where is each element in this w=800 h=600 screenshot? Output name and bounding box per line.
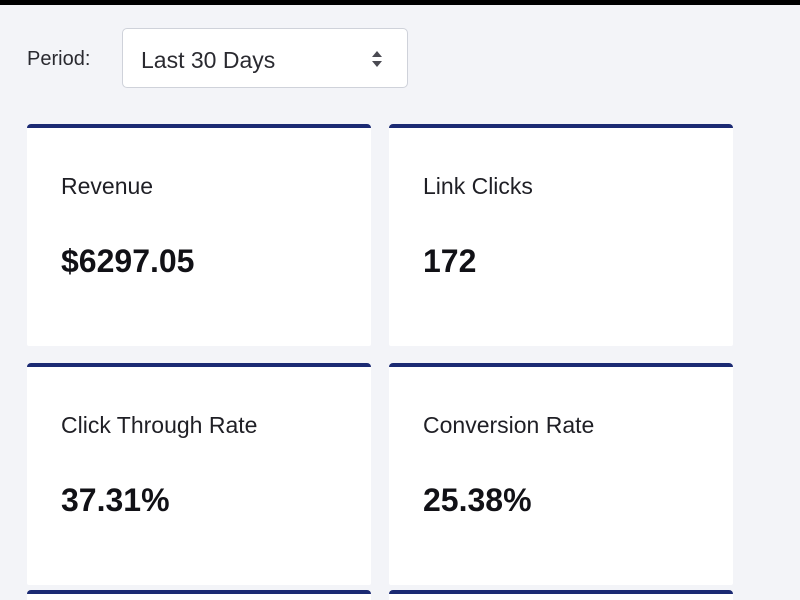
period-select-value: Last 30 Days (141, 47, 276, 73)
stat-card-value: $6297.05 (61, 243, 195, 279)
stat-card-label: Click Through Rate (61, 412, 258, 438)
top-edge-bar (0, 0, 800, 5)
stat-card-value: 25.38% (423, 482, 532, 518)
stat-card-click-through-rate: Click Through Rate 37.31% (27, 363, 371, 585)
stat-card-value: 37.31% (61, 482, 170, 518)
updown-chevron-icon (371, 49, 383, 69)
stat-card-label: Conversion Rate (423, 412, 595, 438)
stat-card-label: Link Clicks (423, 173, 533, 199)
stat-card-partial (389, 590, 733, 600)
stat-card-label: Revenue (61, 173, 154, 199)
period-select[interactable]: Last 30 Days (122, 28, 408, 88)
stat-card-conversion-rate: Conversion Rate 25.38% (389, 363, 733, 585)
stat-card-revenue: Revenue $6297.05 (27, 124, 371, 346)
stat-card-value: 172 (423, 243, 477, 279)
stat-card-link-clicks: Link Clicks 172 (389, 124, 733, 346)
stat-card-partial (27, 590, 371, 600)
period-label: Period: (27, 48, 91, 70)
